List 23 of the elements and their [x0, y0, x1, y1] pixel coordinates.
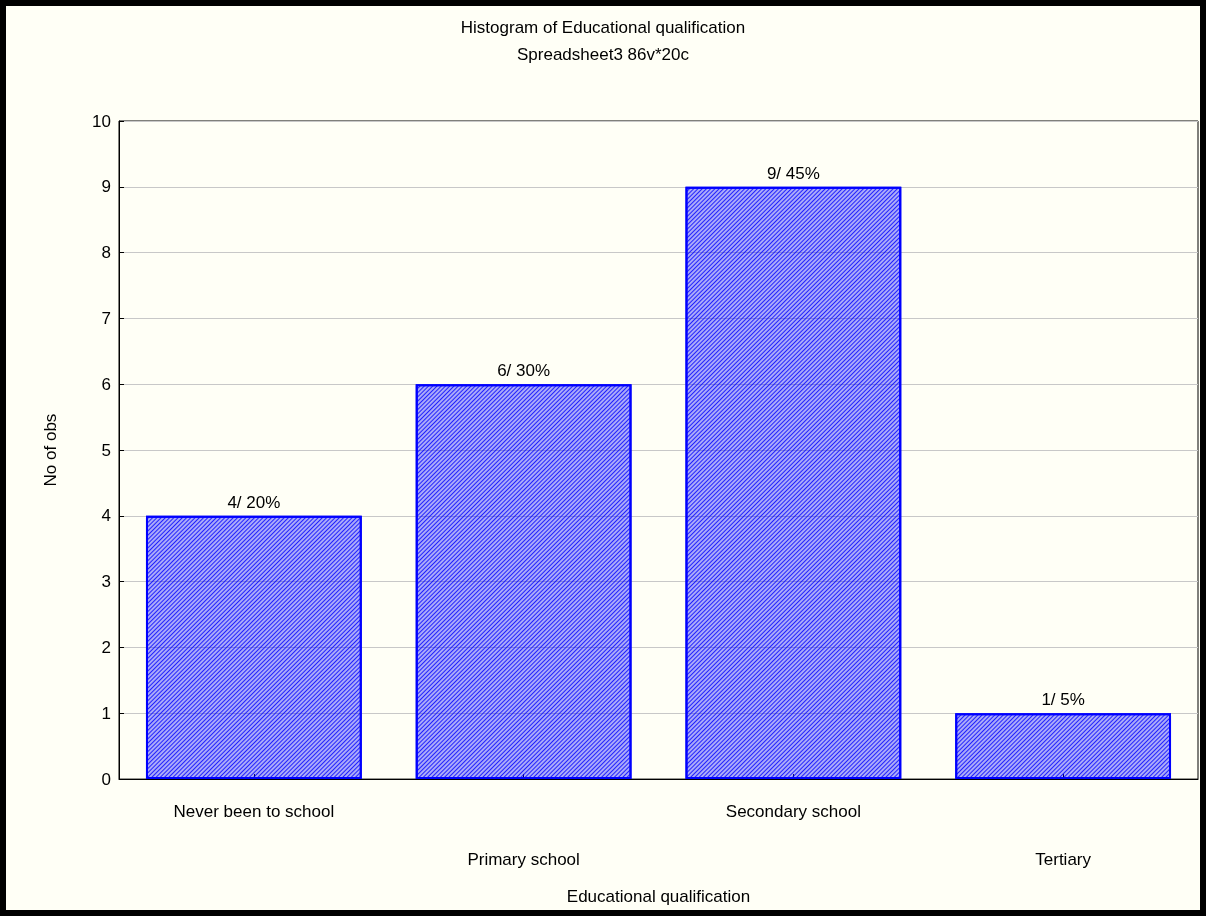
data-label: 9/ 45% — [766, 163, 820, 183]
y-tick-label: 3 — [101, 572, 111, 592]
y-tick-label: 5 — [101, 440, 111, 460]
y-tick-label: 2 — [101, 637, 111, 657]
y-tick-label: 1 — [101, 703, 111, 723]
x-tick-label: Never been to school — [173, 801, 335, 821]
data-label: 6/ 30% — [497, 361, 551, 381]
data-label: 1/ 5% — [1041, 690, 1085, 710]
y-axis-title: No of obs — [41, 413, 60, 487]
y-tick-label: 0 — [101, 769, 111, 789]
y-tick-label: 9 — [101, 177, 111, 197]
y-tick-label: 7 — [101, 308, 111, 328]
y-tick-label: 8 — [101, 243, 111, 263]
y-tick-label: 10 — [92, 111, 111, 131]
data-label: 4/ 20% — [227, 492, 281, 512]
x-tick-label: Primary school — [467, 849, 580, 869]
y-tick-label: 4 — [101, 506, 111, 526]
chart-title: Histogram of Educational qualification — [460, 18, 746, 37]
x-axis-title: Educational qualification — [566, 887, 751, 906]
x-tick-label: Tertiary — [1035, 849, 1092, 869]
x-tick-label: Secondary school — [725, 801, 861, 821]
chart-subtitle: Spreadsheet3 86v*20c — [516, 45, 690, 64]
y-tick-label: 6 — [101, 374, 111, 394]
